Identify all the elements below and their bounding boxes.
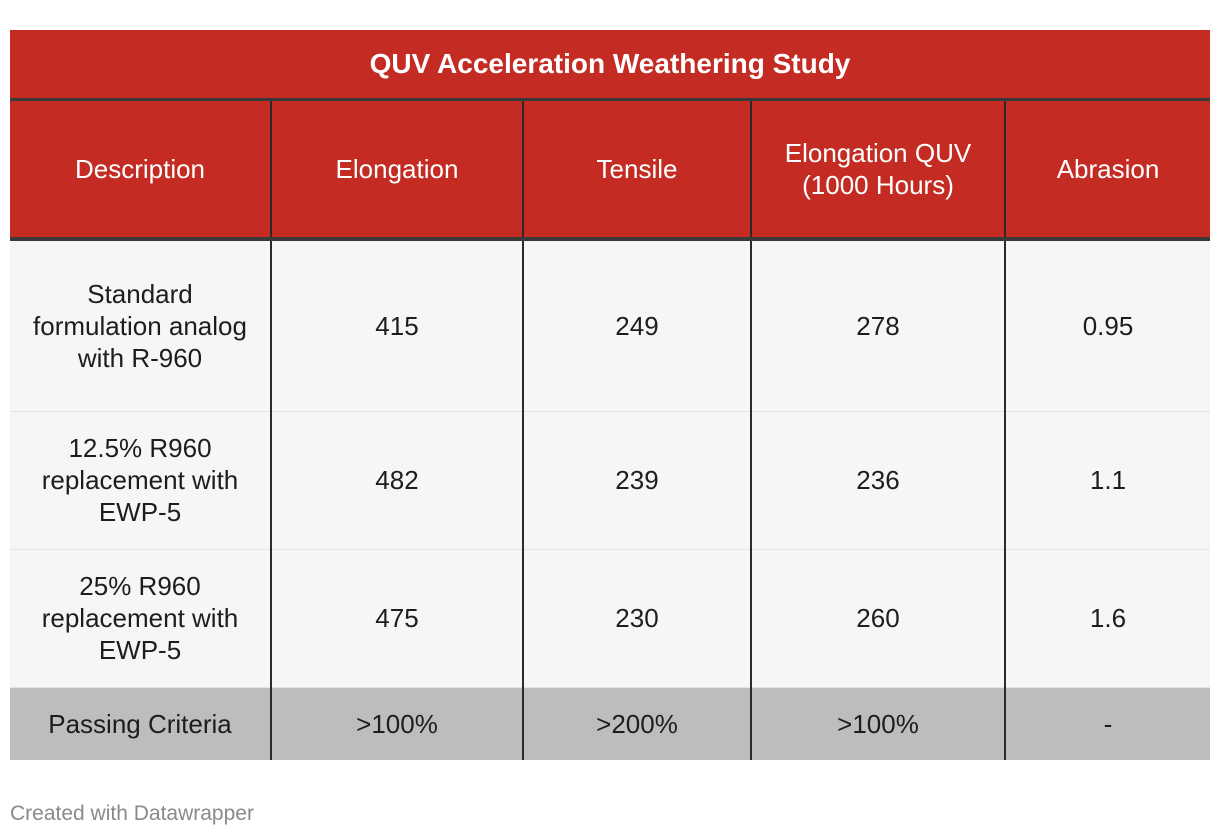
table-row: 12.5% R960 replacement with EWP-5 482 23… xyxy=(10,411,1210,550)
header-tensile: Tensile xyxy=(522,101,751,241)
cell-elongation: 415 xyxy=(270,239,523,412)
cell-tensile: 239 xyxy=(522,411,751,550)
cell-passing-abrasion: - xyxy=(1004,687,1210,760)
cell-description: 12.5% R960 replacement with EWP-5 xyxy=(10,411,271,550)
cell-elongation-quv: 278 xyxy=(750,239,1005,412)
passing-criteria-row: Passing Criteria >100% >200% >100% - xyxy=(10,687,1210,760)
cell-abrasion: 1.1 xyxy=(1004,411,1210,550)
header-description: Description xyxy=(10,101,271,241)
header-elongation: Elongation xyxy=(270,101,523,241)
cell-abrasion: 0.95 xyxy=(1004,239,1210,412)
cell-abrasion: 1.6 xyxy=(1004,549,1210,688)
footer-credit: Created with Datawrapper xyxy=(10,802,254,825)
header-row: Description Elongation Tensile Elongatio… xyxy=(10,101,1210,241)
cell-description: Standard formulation analog with R-960 xyxy=(10,239,271,412)
cell-passing-label: Passing Criteria xyxy=(10,687,271,760)
table-container: QUV Acceleration Weathering Study Descri… xyxy=(10,30,1210,760)
cell-elongation: 475 xyxy=(270,549,523,688)
cell-elongation-quv: 236 xyxy=(750,411,1005,550)
header-elongation-quv: Elongation QUV (1000 Hours) xyxy=(750,101,1005,241)
data-table: Description Elongation Tensile Elongatio… xyxy=(10,101,1210,760)
cell-elongation: 482 xyxy=(270,411,523,550)
table-row: 25% R960 replacement with EWP-5 475 230 … xyxy=(10,549,1210,688)
table-row: Standard formulation analog with R-960 4… xyxy=(10,239,1210,412)
cell-passing-tensile: >200% xyxy=(522,687,751,760)
cell-passing-elongation: >100% xyxy=(270,687,523,760)
cell-tensile: 249 xyxy=(522,239,751,412)
table-title: QUV Acceleration Weathering Study xyxy=(10,30,1210,101)
cell-tensile: 230 xyxy=(522,549,751,688)
cell-description: 25% R960 replacement with EWP-5 xyxy=(10,549,271,688)
cell-elongation-quv: 260 xyxy=(750,549,1005,688)
header-abrasion: Abrasion xyxy=(1004,101,1210,241)
cell-passing-elongation-quv: >100% xyxy=(750,687,1005,760)
